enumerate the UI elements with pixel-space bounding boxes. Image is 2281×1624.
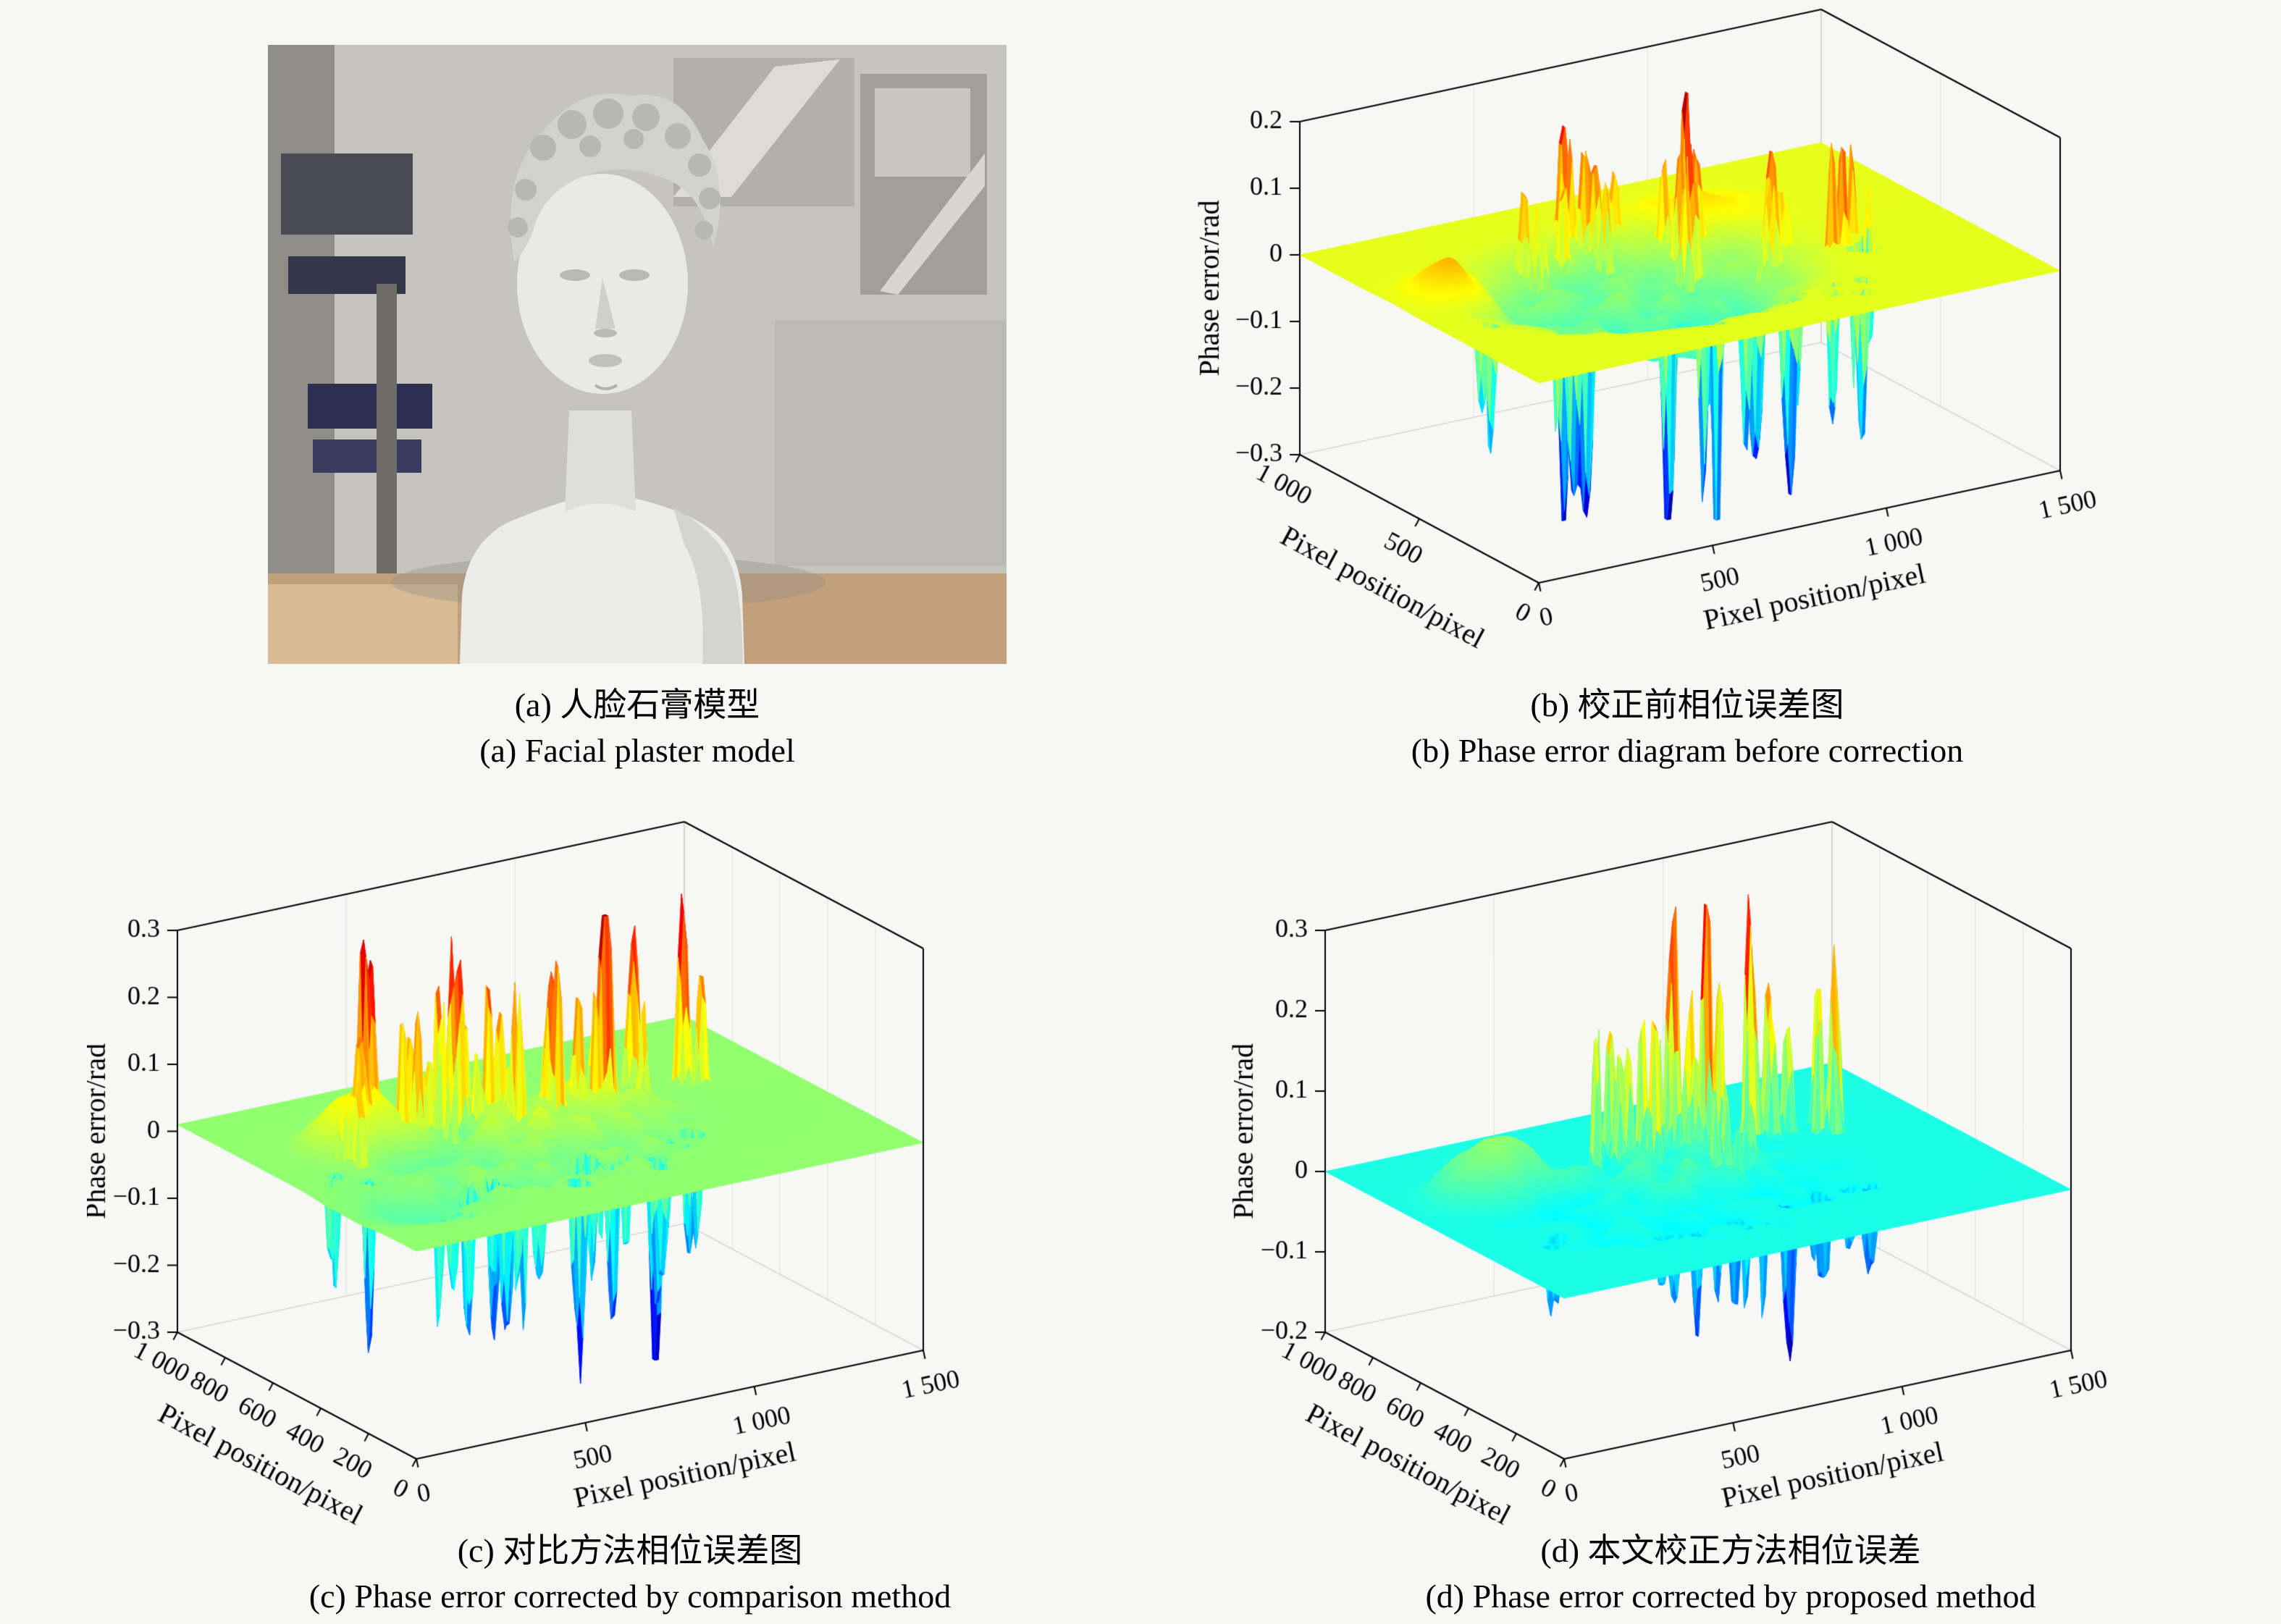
caption-b-zh: (b) 校正前相位误差图 [1530,686,1844,723]
caption-c-en: (c) Phase error corrected by comparison … [308,1578,952,1615]
caption-d-en: (d) Phase error corrected by proposed me… [1425,1578,2036,1615]
panel-a [268,45,1007,664]
caption-d: (d) 本文校正方法相位误差 (d) Phase error corrected… [1274,1528,2187,1619]
caption-a-zh: (a) 人脸石膏模型 [514,686,760,723]
panel-d [1217,796,2252,1528]
caption-c-zh: (c) 对比方法相位误差图 [457,1532,803,1569]
photo-left-pillar [268,45,335,664]
statue-photo [268,45,1007,664]
caption-a-en: (a) Facial plaster model [479,732,795,769]
caption-b-en: (b) Phase error diagram before correctio… [1411,732,1964,769]
caption-c: (c) 对比方法相位误差图 (c) Phase error corrected … [174,1528,1086,1619]
photo-navy-books [308,384,432,429]
caption-d-zh: (d) 本文校正方法相位误差 [1540,1532,1921,1569]
statue-bust [460,93,744,664]
surface-plot-proposed-method [1217,796,2252,1528]
statue-face-features [560,269,650,390]
caption-a: (a) 人脸石膏模型 (a) Facial plaster model [181,682,1093,773]
photo-pole [377,284,397,588]
caption-b: (b) 校正前相位误差图 (b) Phase error diagram bef… [1231,682,2143,773]
panel-b [1173,0,2209,695]
surface-plot-comparison-method [87,796,1122,1528]
photo-dark-box [281,153,413,235]
panel-c [87,796,1122,1528]
surface-plot-before-correction [1173,0,2209,695]
